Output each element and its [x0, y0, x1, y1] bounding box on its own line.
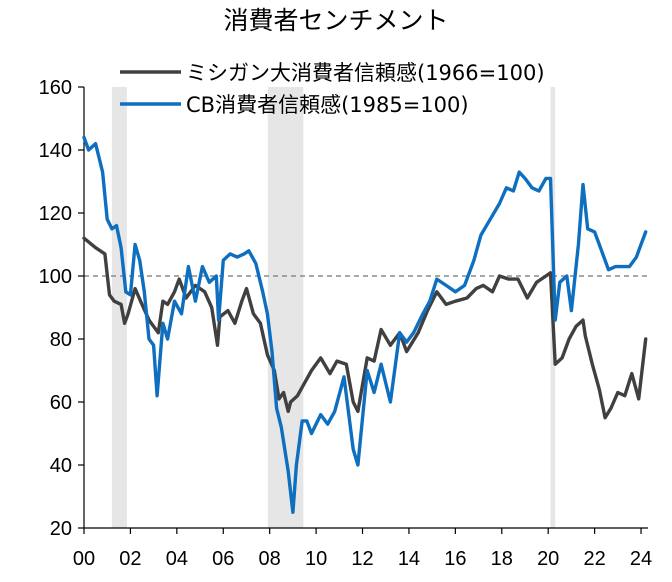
x-tick-label: 02: [119, 548, 141, 570]
x-tick-label: 22: [583, 548, 605, 570]
y-tick-label: 60: [50, 392, 72, 414]
legend-label-michigan: ミシガン大消費者信頼感(1966=100): [186, 61, 545, 85]
y-tick-label: 160: [39, 77, 72, 99]
x-tick-label: 24: [630, 548, 652, 570]
y-tick-label: 20: [50, 518, 72, 540]
series-line-michigan: [82, 236, 648, 420]
y-tick-label: 120: [39, 203, 72, 225]
x-tick-label: 12: [351, 548, 373, 570]
x-tick-label: 04: [166, 548, 188, 570]
x-tick-label: 14: [398, 548, 420, 570]
x-axis: 00 02 04 06 08 10 12 14 16 18 20 22 24: [73, 527, 652, 570]
x-tick-label: 08: [259, 548, 281, 570]
x-tick-label: 10: [305, 548, 327, 570]
series-line-cb: [82, 135, 648, 514]
x-tick-label: 18: [491, 548, 513, 570]
x-tick-label: 20: [537, 548, 559, 570]
x-tick-label: 16: [444, 548, 466, 570]
y-tick-label: 140: [39, 140, 72, 162]
recession-band-0: [111, 87, 127, 528]
legend-label-cb: CB消費者信頼感(1985=100): [186, 93, 469, 117]
legend: ミシガン大消費者信頼感(1966=100) CB消費者信頼感(1985=100): [120, 61, 545, 117]
y-tick-label: 40: [50, 455, 72, 477]
y-axis: 20 40 60 80 100 120 140 160: [39, 77, 85, 540]
x-tick-label: 00: [73, 548, 95, 570]
chart-title: 消費者センチメント: [223, 6, 448, 35]
y-tick-label: 100: [39, 266, 72, 288]
x-tick-label: 06: [212, 548, 234, 570]
y-tick-label: 80: [50, 329, 72, 351]
